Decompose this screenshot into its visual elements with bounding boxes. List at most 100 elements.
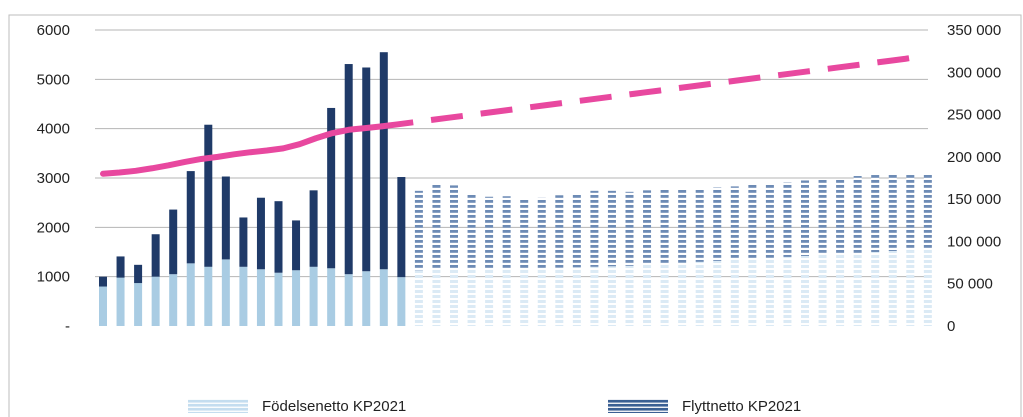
bar-births <box>151 276 160 326</box>
bar-births <box>99 286 107 326</box>
bar-migration <box>765 184 774 258</box>
bar-births <box>607 266 616 326</box>
bar-births <box>765 257 774 326</box>
bar-births <box>836 253 845 326</box>
bar-births <box>362 271 371 326</box>
bar-births <box>274 272 283 326</box>
legend-label-migration: Flyttnetto KP2021 <box>682 398 801 415</box>
bar-migration <box>99 276 107 287</box>
bar-migration <box>853 176 862 253</box>
bar-migration <box>695 188 704 262</box>
bar-migration <box>432 184 441 270</box>
bar-migration <box>923 174 932 250</box>
bar-births <box>221 259 230 326</box>
bar-migration <box>169 209 178 275</box>
bar-migration <box>888 174 897 252</box>
left-tick-label: 2000 <box>37 219 70 236</box>
bar-births <box>871 252 880 326</box>
bar-migration <box>801 180 809 256</box>
bar-migration <box>450 185 458 270</box>
legend-item-births: Födelsenetto KP2021 <box>188 398 406 415</box>
bar-migration <box>520 199 529 269</box>
bar-migration <box>730 186 739 260</box>
bar-births <box>660 263 669 326</box>
bar-migration <box>906 175 915 251</box>
bar-births <box>888 251 897 326</box>
bar-births <box>555 267 564 326</box>
bar-migration <box>555 195 564 268</box>
left-tick-label: 3000 <box>37 170 70 187</box>
left-tick-label: 1000 <box>37 269 70 286</box>
bar-migration <box>379 52 388 270</box>
bar-migration <box>274 201 283 273</box>
bar-births <box>186 263 195 326</box>
left-tick-label: 6000 <box>37 22 70 39</box>
bar-births <box>344 274 353 326</box>
bar-births <box>730 259 739 326</box>
bar-migration <box>204 124 213 267</box>
bar-migration <box>783 182 792 257</box>
legend: Födelsenetto KP2021 Flyttnetto KP2021 <box>188 398 801 415</box>
bar-migration <box>607 190 616 267</box>
bar-migration <box>397 177 406 278</box>
right-tick-label: 0 <box>947 318 955 335</box>
bar-migration <box>643 190 652 265</box>
right-tick-label: 300 000 <box>947 64 1001 81</box>
population-line-historical <box>100 123 385 177</box>
bar-births <box>467 269 476 326</box>
bar-migration <box>292 220 301 271</box>
bar-migration <box>116 256 125 278</box>
bar-births <box>818 254 827 326</box>
bar-migration <box>134 264 143 284</box>
bar-migration <box>713 187 722 261</box>
population-line-projection <box>381 53 923 130</box>
right-tick-label: 50 000 <box>947 276 993 293</box>
bar-births <box>292 270 301 326</box>
left-tick-label: - <box>65 318 70 335</box>
legend-swatch-migration <box>608 399 668 413</box>
left-axis: - 1000 2000 3000 4000 5000 6000 <box>37 22 70 335</box>
bar-births <box>169 274 178 326</box>
bar-births <box>801 255 809 326</box>
right-axis: 0 50 000 100 000 150 000 200 000 250 000 300 0… <box>947 22 1001 335</box>
bar-migration <box>572 193 581 268</box>
bar-births <box>397 277 406 326</box>
right-tick-label: 350 000 <box>947 22 1001 39</box>
left-tick-label: 4000 <box>37 121 70 138</box>
bar-births <box>643 264 652 326</box>
bar-births <box>923 249 932 326</box>
bar-migration <box>467 194 476 270</box>
bar-births <box>379 269 388 326</box>
bar-migration <box>485 196 494 270</box>
bar-births <box>713 260 722 326</box>
legend-label-births: Födelsenetto KP2021 <box>262 398 406 415</box>
bar-births <box>783 256 792 326</box>
bar-births <box>590 266 599 326</box>
legend-swatch-births <box>188 399 248 413</box>
right-tick-label: 200 000 <box>947 149 1001 166</box>
bar-migration <box>502 196 511 270</box>
bar-migration <box>151 234 160 277</box>
bar-migration <box>327 107 336 269</box>
bar-migration <box>414 190 423 271</box>
legend-item-migration: Flyttnetto KP2021 <box>608 398 801 415</box>
bar-migration <box>625 191 634 266</box>
bar-migration <box>836 178 845 254</box>
bar-migration <box>309 190 318 267</box>
bar-births <box>572 267 581 326</box>
left-tick-label: 5000 <box>37 71 70 88</box>
bar-births <box>678 262 687 326</box>
bar-births <box>256 269 265 326</box>
bar-migration <box>344 64 353 275</box>
chart-frame <box>8 14 1022 417</box>
bar-migration <box>221 176 230 260</box>
right-tick-label: 250 000 <box>947 107 1001 124</box>
bar-births <box>537 268 546 326</box>
bar-births <box>414 270 423 326</box>
bar-migration <box>590 190 599 267</box>
bar-migration <box>678 189 687 263</box>
bar-births <box>502 269 511 326</box>
bar-migration <box>748 184 757 259</box>
